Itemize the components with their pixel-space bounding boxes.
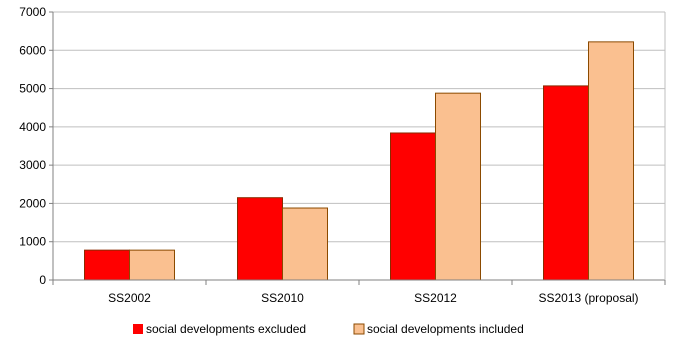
bar-excluded <box>543 85 589 281</box>
legend: social developments excluded social devel… <box>133 322 524 336</box>
legend-label-included: social developments included <box>367 322 524 336</box>
y-tick-label: 0 <box>39 273 46 287</box>
y-tick-label: 5000 <box>19 82 46 96</box>
legend-label-excluded: social developments excluded <box>146 322 306 336</box>
bar-included <box>435 92 481 281</box>
x-category-label: SS2002 <box>108 291 151 305</box>
bar-included <box>129 249 175 281</box>
x-axis-category-labels: SS2002 SS2010 SS2012 SS2013 (proposal) <box>108 291 638 305</box>
bar-excluded <box>390 132 436 281</box>
legend-swatch-included <box>353 323 365 335</box>
gridlines <box>53 11 665 243</box>
x-category-label: SS2010 <box>261 291 304 305</box>
bar-excluded <box>84 249 130 281</box>
bar-included <box>282 207 328 281</box>
bar-included <box>588 41 634 281</box>
x-category-label: SS2013 (proposal) <box>538 291 638 305</box>
bars <box>84 41 634 281</box>
y-tick-label: 4000 <box>19 120 46 134</box>
y-tick-label: 6000 <box>19 43 46 57</box>
y-tick-label: 2000 <box>19 196 46 210</box>
bar-excluded <box>237 197 283 281</box>
y-tick-label: 7000 <box>19 5 46 19</box>
axes <box>49 11 666 285</box>
y-tick-label: 1000 <box>19 235 46 249</box>
y-tick-label: 3000 <box>19 158 46 172</box>
legend-swatch-excluded <box>133 324 143 334</box>
y-axis-tick-labels: 0 1000 2000 3000 4000 5000 6000 7000 <box>19 5 46 287</box>
x-category-label: SS2012 <box>414 291 457 305</box>
